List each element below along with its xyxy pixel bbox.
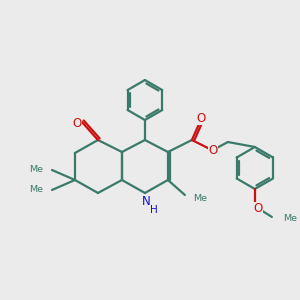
Text: O: O [253,202,262,215]
Text: Me: Me [193,194,207,203]
Text: Me: Me [29,185,43,194]
Text: H: H [150,205,158,215]
Text: O: O [72,116,82,130]
Text: N: N [142,196,150,208]
Text: Me: Me [29,166,43,175]
Text: O: O [208,143,218,157]
Text: O: O [196,112,206,124]
Text: Me: Me [283,214,297,224]
